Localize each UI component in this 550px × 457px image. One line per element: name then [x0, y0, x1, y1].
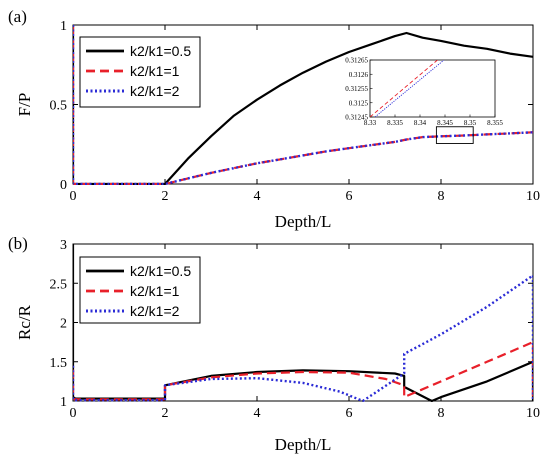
y-tick-label: 0.5 — [50, 99, 68, 114]
panel-label: (b) — [8, 234, 28, 253]
legend-label: k2/k1=0.5 — [130, 263, 191, 279]
inset-x-tick-label: 8.34 — [414, 119, 427, 127]
panel-0: 0 2 4 6 8 1000.51Depth/LF/P(a)k2/k1=0.5k2/k1=… — [8, 7, 540, 231]
x-tick-label: 10 — [526, 189, 540, 204]
inset-series-line-k2/k1=1 — [370, 60, 438, 117]
y-tick-label: 3 — [60, 238, 67, 253]
inset-y-tick-label: 0.3125 — [349, 99, 369, 107]
x-tick-label: 10 — [526, 406, 540, 421]
inset: 8.33 8.335 8.34 8.345 8.35 8.355 0.31245 0.3125… — [345, 57, 503, 128]
x-tick-label: 6 — [346, 189, 353, 204]
inset-x-tick-label: 8.335 — [387, 119, 403, 127]
inset-y-tick-label: 0.31245 — [345, 114, 368, 122]
x-tick-label: 2 — [162, 406, 169, 421]
legend: k2/k1=0.5 k2/k1=1 k2/k1=2 — [79, 36, 201, 108]
legend-label: k2/k1=2 — [130, 303, 180, 319]
x-tick-label: 8 — [438, 406, 445, 421]
y-tick-label: 2.5 — [50, 277, 68, 292]
panel-label: (a) — [8, 7, 27, 26]
y-axis-label: Rc/R — [15, 304, 34, 340]
x-tick-label: 4 — [254, 189, 261, 204]
series-line-k2/k1=1 — [73, 341, 533, 401]
legend-label: k2/k1=2 — [130, 83, 180, 99]
y-tick-label: 1 — [60, 19, 67, 34]
inset-y-tick-label: 0.3126 — [349, 71, 369, 79]
series-line-k2/k1=1 — [73, 25, 533, 185]
x-tick-label: 2 — [162, 189, 169, 204]
x-tick-label: 6 — [346, 406, 353, 421]
inset-y-tick-label: 0.31255 — [345, 85, 368, 93]
y-axis-label: F/P — [15, 93, 34, 117]
x-tick-label: 4 — [254, 406, 261, 421]
legend-label: k2/k1=1 — [130, 63, 180, 79]
y-tick-label: 1 — [60, 395, 67, 410]
x-tick-label: 0 — [70, 406, 77, 421]
inset-frame — [369, 59, 496, 118]
y-tick-label: 0 — [60, 178, 67, 193]
y-tick-label: 2 — [60, 317, 67, 332]
inset-series-line-k2/k1=2 — [374, 60, 445, 117]
series-group — [73, 25, 533, 185]
series-line-k2/k1=2 — [73, 25, 533, 185]
y-tick-label: 1.5 — [50, 356, 68, 371]
series-line-k2/k1=0.5 — [73, 25, 533, 185]
series-group — [73, 244, 533, 402]
legend: k2/k1=0.5 k2/k1=1 k2/k1=2 — [79, 256, 201, 324]
inset-x-tick-label: 8.35 — [464, 119, 477, 127]
zoom-region-marker — [435, 126, 474, 144]
inset-x-tick-label: 8.33 — [364, 119, 377, 127]
inset-y-tick-label: 0.31265 — [345, 57, 368, 65]
x-axis-label: Depth/L — [275, 212, 332, 231]
legend-label: k2/k1=1 — [130, 283, 180, 299]
x-tick-label: 0 — [70, 189, 77, 204]
x-tick-label: 8 — [438, 189, 445, 204]
inset-x-tick-label: 8.355 — [487, 119, 503, 127]
inset-series-group — [370, 60, 445, 117]
legend-label: k2/k1=0.5 — [130, 43, 191, 59]
series-line-k2/k1=2 — [73, 274, 533, 402]
x-axis-label: Depth/L — [275, 435, 332, 454]
panel-1: 0 2 4 6 8 1011.522.53Depth/LRc/R(b)k2/k1=0.5k… — [8, 234, 540, 454]
inset-x-tick-label: 8.345 — [437, 119, 453, 127]
